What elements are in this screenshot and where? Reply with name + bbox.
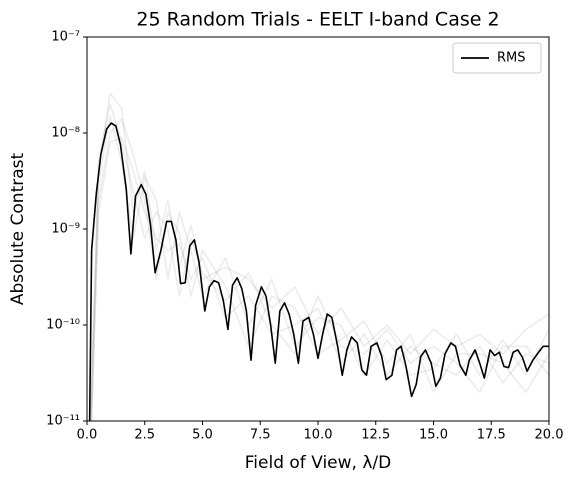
x-axis-label: Field of View, λ/D [245,453,391,473]
legend-label: RMS [497,51,526,66]
y-tick-label: 10⁻¹¹ [46,414,80,429]
y-tick-label: 10⁻⁸ [51,126,80,141]
x-tick-label: 15.0 [419,428,448,443]
y-axis-label: Absolute Contrast [8,153,28,306]
x-tick-label: 17.5 [477,428,506,443]
legend-box [452,42,542,74]
x-tick-label: 20.0 [535,428,564,443]
x-tick-label: 2.5 [134,428,155,443]
rms-line [88,122,549,421]
x-tick-label: 0.0 [77,428,98,443]
plot-lines [88,92,549,421]
y-tick-label: 10⁻¹⁰ [46,318,80,333]
trial-line [90,136,549,421]
x-tick-label: 10.0 [304,428,333,443]
trial-line [90,118,549,421]
trial-line [89,115,549,421]
chart-title: 25 Random Trials - EELT I-band Case 2 [136,9,499,31]
x-tick-label: 5.0 [192,428,213,443]
x-tick-label: 12.5 [361,428,390,443]
y-tick-label: 10⁻⁷ [51,30,80,45]
x-tick-label: 7.5 [250,428,271,443]
y-tick-label: 10⁻⁹ [51,222,80,237]
